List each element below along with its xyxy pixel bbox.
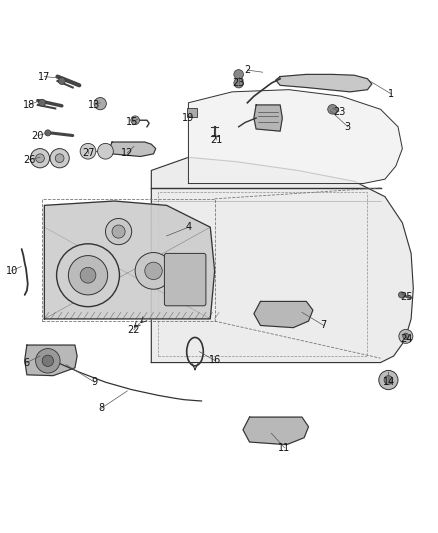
Polygon shape [276, 75, 372, 92]
Text: 22: 22 [127, 325, 140, 335]
Text: 20: 20 [32, 131, 44, 141]
Circle shape [35, 349, 60, 373]
Text: 4: 4 [185, 222, 191, 232]
Circle shape [234, 78, 244, 88]
Circle shape [399, 292, 405, 298]
Circle shape [399, 329, 413, 343]
Text: 16: 16 [208, 356, 221, 365]
Text: 26: 26 [23, 155, 35, 165]
Circle shape [35, 154, 44, 163]
Polygon shape [151, 157, 413, 362]
Text: 10: 10 [6, 266, 18, 276]
Circle shape [39, 99, 46, 106]
Text: 17: 17 [38, 71, 50, 82]
Text: 6: 6 [24, 358, 30, 368]
Text: 18: 18 [23, 100, 35, 110]
Circle shape [328, 104, 337, 114]
Circle shape [106, 219, 132, 245]
Circle shape [80, 268, 96, 283]
Circle shape [68, 256, 108, 295]
Circle shape [55, 154, 64, 163]
Circle shape [112, 225, 125, 238]
Circle shape [131, 116, 140, 125]
Circle shape [57, 244, 120, 306]
Polygon shape [254, 302, 313, 328]
Circle shape [42, 355, 53, 367]
Circle shape [58, 77, 65, 84]
FancyBboxPatch shape [164, 253, 206, 306]
Text: 27: 27 [82, 148, 94, 158]
Polygon shape [243, 417, 308, 445]
FancyBboxPatch shape [187, 108, 197, 117]
Text: 13: 13 [88, 100, 101, 110]
Circle shape [50, 149, 69, 168]
Text: 21: 21 [211, 135, 223, 145]
Text: 1: 1 [389, 89, 395, 99]
Text: 24: 24 [401, 334, 413, 344]
Circle shape [403, 333, 409, 340]
Text: 23: 23 [333, 107, 345, 117]
Text: 3: 3 [345, 122, 351, 132]
Polygon shape [44, 201, 215, 319]
Circle shape [135, 253, 172, 289]
Text: 25: 25 [400, 292, 413, 302]
Polygon shape [25, 345, 77, 376]
Circle shape [94, 98, 106, 110]
Circle shape [379, 370, 398, 390]
Polygon shape [188, 90, 403, 183]
Text: 8: 8 [98, 403, 104, 414]
Text: 11: 11 [279, 443, 291, 453]
Text: 2: 2 [244, 65, 251, 75]
Circle shape [30, 149, 49, 168]
Text: 19: 19 [182, 113, 194, 123]
Text: 14: 14 [383, 377, 396, 387]
Text: 15: 15 [126, 117, 138, 127]
Circle shape [145, 262, 162, 280]
Circle shape [384, 376, 393, 384]
Polygon shape [254, 105, 283, 131]
Text: 7: 7 [321, 320, 327, 330]
Text: 23: 23 [233, 78, 245, 88]
Circle shape [80, 143, 96, 159]
Text: 9: 9 [92, 377, 98, 387]
Polygon shape [110, 142, 155, 157]
Text: 12: 12 [121, 148, 134, 158]
Circle shape [45, 130, 51, 136]
Circle shape [234, 70, 244, 79]
Circle shape [98, 143, 113, 159]
